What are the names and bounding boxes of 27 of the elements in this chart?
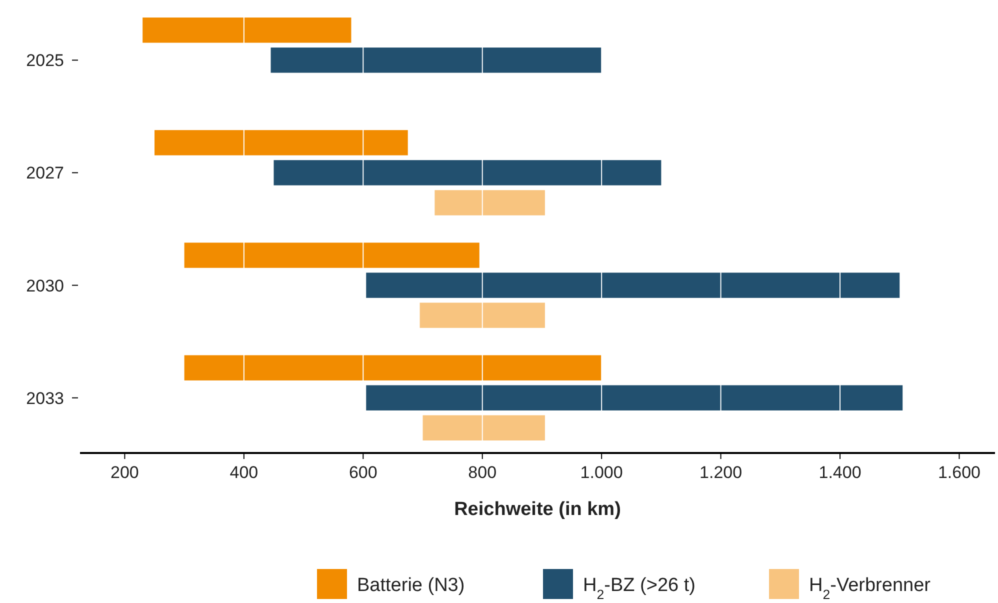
bar [420, 302, 545, 328]
bar [434, 190, 545, 216]
y-tick-label: 2025 [26, 51, 64, 70]
legend-label: Batterie (N3) [357, 575, 465, 596]
x-tick-label: 200 [110, 463, 139, 482]
bar [422, 415, 545, 440]
y-tick-label: 2033 [26, 388, 64, 408]
bar [366, 272, 900, 298]
bar [142, 18, 352, 43]
legend-label: H$_{2}$-Verbrenner [809, 575, 932, 602]
x-tick-label: 1.600 [938, 463, 981, 482]
x-tick-label: 800 [468, 463, 497, 482]
y-tick-label: 2027 [26, 164, 64, 183]
x-tick-label: 1.200 [700, 463, 742, 482]
bar [154, 130, 408, 156]
x-tick-label: 600 [348, 463, 378, 482]
bar [184, 355, 602, 380]
x-tick-label: 1.000 [580, 463, 623, 482]
y-tick-label: 2030 [26, 276, 64, 296]
bar [270, 48, 602, 73]
x-tick-label: 1.400 [818, 463, 862, 482]
bar [366, 385, 903, 410]
x-tick-label: 400 [230, 463, 258, 482]
bar [184, 242, 480, 268]
bar [274, 160, 662, 186]
x-axis-title: Reichweite (in km) [454, 499, 621, 520]
legend-label: H$_{2}$-BZ (>26 t) [583, 575, 696, 602]
